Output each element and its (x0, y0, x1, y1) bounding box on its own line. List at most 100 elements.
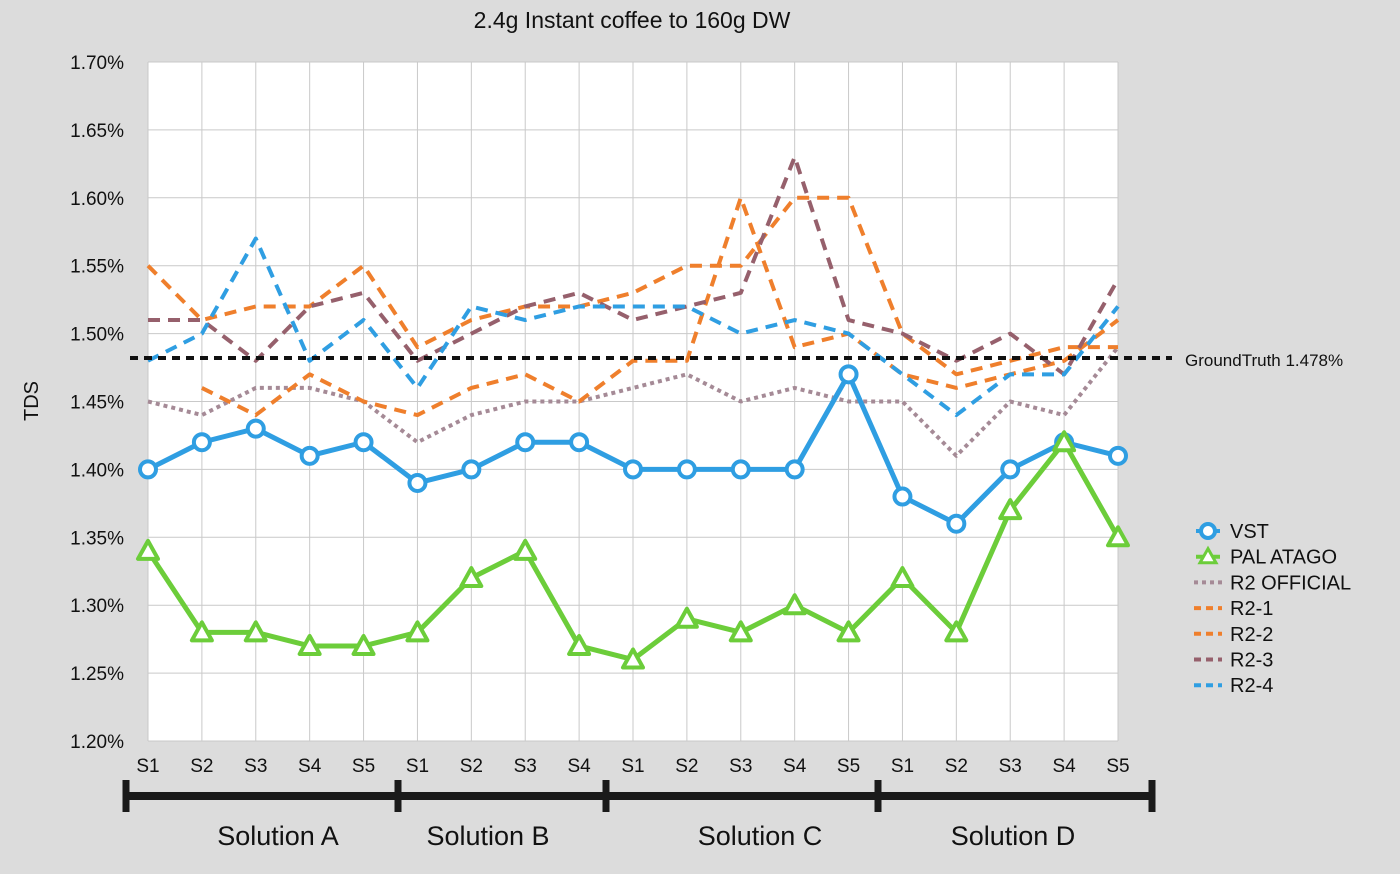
y-tick-label: 1.70% (70, 53, 124, 74)
x-tick-label: S1 (136, 756, 159, 777)
data-point (621, 647, 645, 670)
data-point (515, 432, 536, 453)
data-point (728, 620, 753, 643)
series-line (147, 236, 1120, 418)
x-tick-label: S2 (675, 756, 698, 777)
group-label: Solution D (951, 821, 1076, 851)
y-tick-label: 1.55% (70, 257, 124, 278)
legend-label: R2-2 (1230, 624, 1273, 646)
y-tick-label: 1.65% (70, 121, 124, 142)
ground-truth-label: GroundTruth 1.478% (1185, 351, 1343, 370)
y-tick-label: 1.25% (70, 664, 124, 685)
data-point (1106, 525, 1130, 548)
data-point (297, 633, 322, 656)
group-label: Solution B (426, 821, 549, 851)
x-tick-label: S5 (352, 756, 375, 777)
legend-label: VST (1230, 521, 1269, 543)
x-tick-label: S4 (783, 756, 807, 777)
data-point (998, 498, 1023, 521)
x-tick-label: S1 (406, 756, 429, 777)
x-tick-label: S4 (567, 756, 591, 777)
legend-entry: PAL ATAGO (1196, 545, 1337, 569)
y-tick-label: 1.45% (70, 393, 124, 414)
y-tick-label: 1.35% (70, 528, 124, 549)
legend-entry: R2-1 (1194, 598, 1273, 620)
data-point (567, 633, 592, 656)
x-tick-label: S2 (460, 756, 483, 777)
data-point (138, 459, 158, 480)
legend-entry: R2-2 (1194, 624, 1273, 646)
series-r2-4 (147, 236, 1120, 418)
x-tick-label: S2 (945, 756, 968, 777)
data-point (1108, 445, 1128, 466)
data-point (459, 566, 484, 589)
data-point (944, 620, 969, 643)
series-vst (138, 364, 1128, 534)
data-point (890, 566, 915, 589)
series-layer (136, 155, 1130, 670)
y-axis-label: TDS (21, 381, 43, 421)
x-tick-label: S4 (298, 756, 322, 777)
data-point (136, 538, 160, 561)
legend-entry: R2-3 (1194, 650, 1273, 672)
legend-entry: R2 OFFICIAL (1194, 572, 1351, 594)
solution-group-brackets: Solution A Solution B Solution C Solution D (122, 780, 1156, 851)
x-tick-label: S1 (621, 756, 644, 777)
data-point (1052, 430, 1077, 453)
x-tick-label: S3 (999, 756, 1022, 777)
data-point (513, 538, 538, 561)
legend-label: R2-1 (1230, 598, 1273, 620)
legend-label: R2-4 (1230, 675, 1273, 697)
series-line (146, 195, 1118, 377)
data-point (674, 606, 699, 629)
y-tick-label: 1.50% (70, 325, 124, 346)
legend-marker (1197, 545, 1219, 565)
x-tick-label: S3 (244, 756, 267, 777)
x-tick-label: S3 (729, 756, 752, 777)
data-point (245, 418, 266, 439)
y-tick-label: 1.60% (70, 189, 124, 210)
y-axis-tick-labels: 1.20% 1.25% 1.30% 1.35% 1.40% 1.45% 1.50% 1.55%… (70, 53, 124, 753)
data-point (299, 445, 320, 466)
legend-marker (1199, 522, 1217, 540)
y-tick-label: 1.20% (70, 732, 124, 753)
data-point (407, 472, 428, 493)
legend-label: PAL ATAGO (1230, 547, 1337, 569)
y-gridlines (148, 61, 1118, 742)
data-point (191, 432, 212, 453)
legend-entry: VST (1196, 521, 1269, 543)
data-point (1000, 459, 1021, 480)
data-point (676, 459, 697, 480)
x-tick-label: S5 (837, 756, 860, 777)
x-tick-label: S2 (190, 756, 213, 777)
chart-title: 2.4g Instant coffee to 160g DW (474, 7, 791, 33)
data-point (836, 620, 861, 643)
data-point (623, 459, 643, 480)
y-tick-label: 1.30% (70, 596, 124, 617)
legend-label: R2-3 (1230, 650, 1273, 672)
series-line (148, 155, 1120, 377)
data-point (782, 593, 807, 616)
group-label: Solution C (698, 821, 823, 851)
series-line (147, 345, 1120, 458)
x-axis-tick-labels: S1 S2 S3 S4 S5 S1 S2 S3 S4 S1 S2 S3 S4 S5 S1 S2 S3 S4 S5 (136, 756, 1129, 777)
x-tick-label: S4 (1052, 756, 1076, 777)
legend-entry: R2-4 (1194, 675, 1273, 697)
series-r2-official (147, 345, 1120, 458)
data-point (353, 432, 374, 453)
y-tick-label: 1.40% (70, 460, 124, 481)
legend: VST PAL ATAGO R2 OFFICIAL R2-1 R2-2 R2-3 R2-4 (1194, 521, 1351, 697)
data-point (405, 620, 430, 643)
data-point (946, 513, 967, 534)
data-point (569, 432, 590, 453)
data-point (243, 620, 268, 643)
series-r2-1 (146, 195, 1118, 377)
ground-truth-line: GroundTruth 1.478% (130, 351, 1343, 370)
data-point (189, 620, 214, 643)
data-point (784, 459, 805, 480)
data-point (461, 459, 482, 480)
data-point (351, 633, 376, 656)
x-tick-label: S3 (514, 756, 537, 777)
x-tick-label: S5 (1106, 756, 1129, 777)
